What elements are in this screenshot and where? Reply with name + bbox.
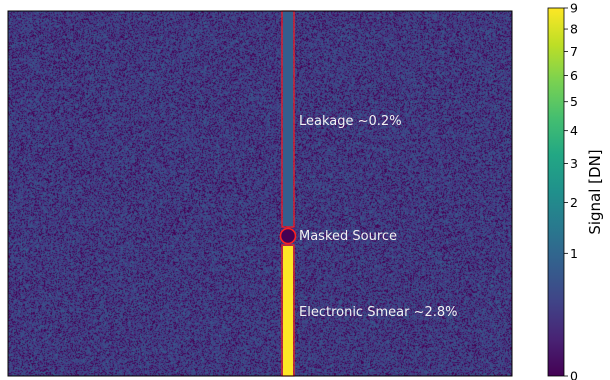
smear-column bbox=[283, 246, 293, 376]
colorbar-tick-label: 2 bbox=[570, 195, 578, 210]
colorbar-ticks: 0 1 2 3 4 5 6 7 8 9 bbox=[564, 1, 578, 380]
annotation-leakage: Leakage ~0.2% bbox=[299, 114, 402, 129]
noise-image bbox=[8, 11, 512, 376]
colorbar-tick-label: 9 bbox=[570, 1, 578, 16]
colorbar-tick-label: 4 bbox=[570, 123, 578, 138]
colorbar-label: Signal [DN] bbox=[586, 149, 604, 234]
colorbar-tick-label: 5 bbox=[570, 94, 578, 109]
colorbar-tick-label: 3 bbox=[570, 156, 578, 171]
annotation-electronic-smear: Electronic Smear ~2.8% bbox=[299, 305, 458, 320]
colorbar-tick-label: 1 bbox=[570, 246, 578, 261]
colorbar: 0 1 2 3 4 5 6 7 8 9 Signal [DN] bbox=[547, 1, 604, 380]
colorbar-tick-label: 7 bbox=[570, 44, 578, 59]
plot-frame bbox=[7, 10, 513, 377]
colorbar-tick-label: 8 bbox=[570, 22, 578, 37]
leakage-column bbox=[283, 11, 293, 226]
colorbar-tick-label: 0 bbox=[570, 369, 578, 380]
colorbar-gradient bbox=[547, 7, 565, 377]
annotation-masked-source: Masked Source bbox=[299, 229, 397, 244]
masked-source-marker bbox=[279, 227, 297, 245]
colorbar-tick-label: 6 bbox=[570, 68, 578, 83]
plot-area: Leakage ~0.2% Masked Source Electronic S… bbox=[7, 10, 513, 377]
